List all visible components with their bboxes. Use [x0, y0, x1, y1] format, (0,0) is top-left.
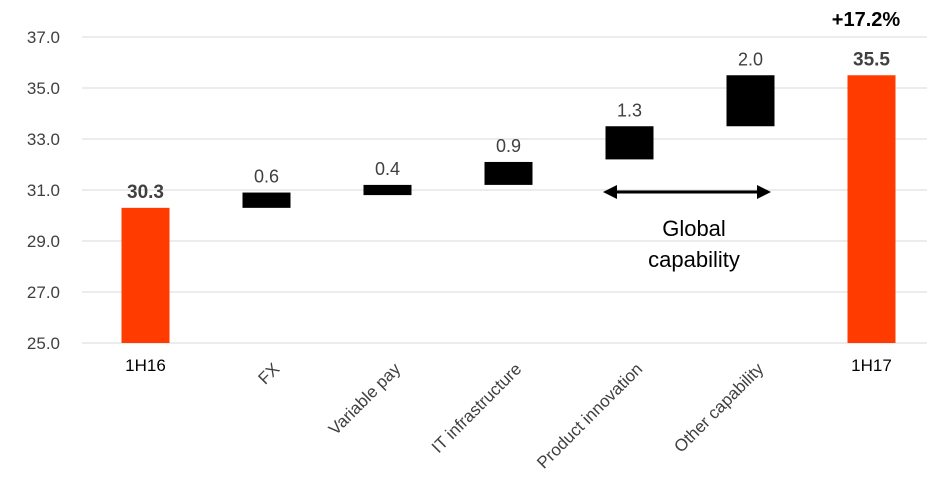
x-category-label: Other capability — [670, 359, 767, 456]
y-tick-label: 29.0 — [27, 232, 60, 251]
y-tick-label: 31.0 — [27, 181, 60, 200]
bar-1h16 — [121, 207, 170, 343]
value-labels: 30.3 0.6 0.4 0.9 1.3 2.0 35.5 — [127, 49, 890, 203]
data-label: 35.5 — [853, 49, 890, 70]
data-label: 0.4 — [375, 159, 400, 179]
bar-1h17 — [847, 75, 896, 343]
bracket-annotation-line1: Global — [662, 216, 726, 241]
y-tick-label: 27.0 — [27, 283, 60, 302]
y-tick-label: 33.0 — [27, 130, 60, 149]
y-tick-label: 25.0 — [27, 334, 60, 353]
annotations: +17.2% Global capability — [603, 9, 900, 272]
y-tick-label: 37.0 — [27, 28, 60, 47]
x-category-label: Product innovation — [533, 359, 646, 472]
data-label: 1.3 — [617, 100, 642, 120]
bracket-arrowhead-right — [757, 185, 771, 199]
global-capability-bracket-arrow — [603, 185, 771, 199]
x-category-label: FX — [255, 359, 284, 388]
x-category-label: Variable pay — [325, 359, 405, 439]
bars — [121, 75, 896, 343]
bar-it-infrastructure — [484, 161, 533, 185]
bar-variable-pay — [363, 184, 412, 196]
y-axis-tick-labels: 25.0 27.0 29.0 31.0 33.0 35.0 37.0 — [27, 28, 60, 353]
x-category-label: 1H16 — [125, 356, 166, 375]
data-label: 2.0 — [738, 49, 763, 69]
bracket-annotation-line2: capability — [648, 247, 740, 272]
data-label: 0.9 — [496, 136, 521, 156]
x-axis-category-labels: 1H16 FX Variable pay IT infrastructure Produ… — [125, 356, 892, 472]
x-category-label: IT infrastructure — [428, 359, 525, 456]
bracket-arrowhead-left — [603, 185, 617, 199]
bar-product-innovation — [605, 126, 654, 160]
gridlines — [82, 36, 927, 344]
percent-change-label: +17.2% — [832, 9, 901, 31]
x-category-label: 1H17 — [851, 356, 892, 375]
data-label: 30.3 — [127, 182, 164, 203]
data-label: 0.6 — [254, 167, 279, 187]
y-tick-label: 35.0 — [27, 79, 60, 98]
bar-other-capability — [726, 75, 775, 127]
bar-fx — [242, 192, 291, 208]
